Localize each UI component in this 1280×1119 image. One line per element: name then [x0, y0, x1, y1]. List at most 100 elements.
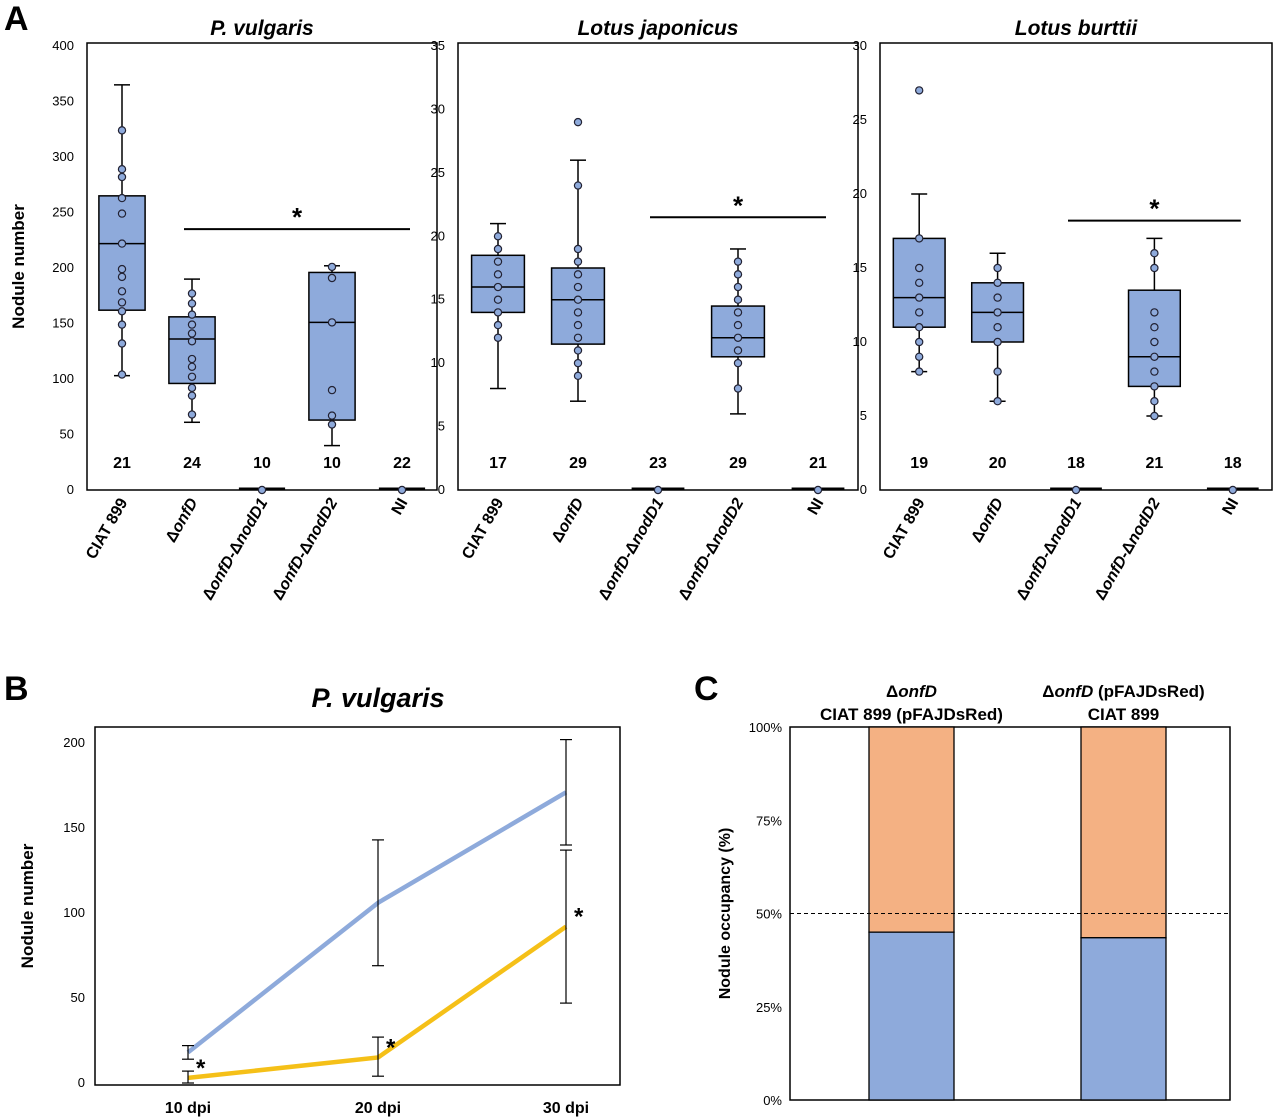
y-tick-label: 5 — [438, 419, 445, 434]
y-tick-label: 30 — [431, 101, 445, 116]
y-tick-label: 50 — [71, 990, 85, 1005]
box-4 — [1127, 237, 1182, 421]
data-point — [187, 329, 197, 338]
data-point — [117, 287, 127, 296]
x-tick-label: NI — [805, 496, 828, 518]
data-point — [573, 371, 583, 381]
panel-label-b: B — [4, 670, 29, 708]
data-point — [493, 320, 503, 330]
x-tick-label: CIAT 899 — [83, 495, 131, 562]
chart-title: Lotus burttii — [1015, 17, 1139, 40]
box-chart-3: Lotus burttii 0 5 10 15 20 25 30 CIAT 899 19 ΔonfD… — [853, 17, 1273, 603]
x-tick-label: CIAT 899 — [880, 495, 928, 562]
data-point — [1150, 397, 1159, 406]
data-point — [187, 310, 197, 319]
box-3 — [1050, 485, 1102, 495]
data-point — [117, 172, 127, 182]
data-point — [187, 362, 197, 371]
y-tick-label: 15 — [853, 260, 867, 275]
bar-segment-orange — [868, 726, 955, 933]
data-point — [187, 391, 197, 400]
data-point — [117, 339, 127, 348]
data-point — [573, 295, 583, 304]
sample-size-label: 18 — [1067, 455, 1085, 472]
data-point — [993, 367, 1002, 376]
sample-size-label: 21 — [809, 455, 827, 472]
box-4 — [308, 262, 356, 447]
y-tick-label: 300 — [52, 149, 74, 164]
data-point — [1228, 485, 1238, 495]
y-tick-label: 30 — [853, 38, 867, 53]
x-tick-label: NI — [1220, 496, 1243, 518]
data-point — [1150, 308, 1159, 317]
data-point — [187, 289, 197, 298]
data-point — [493, 257, 503, 266]
y-tick-label: 5 — [860, 408, 867, 423]
y-tick-label: 25% — [756, 1000, 782, 1015]
data-point — [813, 485, 823, 495]
data-point — [733, 282, 743, 292]
data-point — [993, 308, 1002, 317]
data-point — [993, 263, 1002, 273]
data-point — [993, 323, 1002, 332]
data-point — [573, 346, 583, 355]
data-point — [993, 337, 1002, 347]
data-point — [327, 385, 337, 395]
significance-star: * — [1149, 194, 1160, 224]
x-tick-label: ΔonfD-ΔnodD1 — [595, 495, 667, 603]
x-tick-label: ΔonfD-ΔnodD1 — [1013, 495, 1085, 603]
data-point — [117, 272, 127, 282]
chart-title: P. vulgaris — [311, 683, 444, 713]
bar-segment-blue — [868, 931, 955, 1101]
data-point — [733, 333, 743, 342]
data-point — [257, 485, 267, 495]
box-5 — [791, 485, 845, 495]
sample-size-label: 22 — [393, 455, 411, 472]
data-point — [327, 262, 337, 272]
bar-1: ΔonfD CIAT 899 (pFAJDsRed) — [820, 682, 1003, 1101]
data-point — [915, 352, 924, 361]
y-tick-label: 0 — [860, 482, 867, 497]
data-point — [993, 278, 1002, 287]
significance-star: * — [574, 904, 584, 931]
y-tick-label: 10 — [853, 334, 867, 349]
y-tick-label: 75% — [756, 813, 782, 828]
box-chart-2: Lotus japonicus 0 5 10 15 20 25 30 35 CIAT 899 17 Δ… — [431, 17, 859, 603]
data-point — [327, 411, 337, 420]
data-point — [187, 410, 197, 419]
y-tick-label: 15 — [431, 292, 445, 307]
y-tick-label: 0% — [763, 1093, 782, 1108]
data-point — [733, 384, 743, 393]
y-tick-label: 50 — [60, 427, 74, 442]
data-point — [915, 234, 924, 243]
chart-title: Lotus japonicus — [577, 17, 738, 40]
data-point — [493, 270, 503, 279]
data-point — [327, 273, 337, 283]
y-tick-label: 200 — [63, 735, 85, 750]
x-tick-label: ΔonfD-ΔnodD2 — [269, 495, 341, 603]
y-tick-label: 10 — [431, 355, 445, 370]
data-point — [327, 318, 337, 327]
data-point — [117, 298, 127, 307]
y-tick-label: 100% — [749, 720, 783, 735]
data-point — [1071, 485, 1081, 495]
data-point — [573, 358, 583, 368]
x-tick-label: ΔonfD-ΔnodD2 — [1092, 495, 1164, 603]
data-point — [733, 308, 743, 317]
x-tick-label: 30 dpi — [543, 1100, 589, 1117]
x-tick-label: ΔonfD — [968, 495, 1007, 545]
box-3 — [631, 485, 685, 495]
data-point — [915, 308, 924, 317]
bar-segment-blue — [1080, 937, 1167, 1101]
significance-star: * — [196, 1055, 206, 1082]
box-2 — [970, 252, 1025, 406]
data-point — [573, 282, 583, 292]
bar-2: ΔonfD (pFAJDsRed) CIAT 899 — [1042, 682, 1205, 1101]
box-1 — [470, 222, 526, 390]
box-2 — [168, 278, 216, 424]
data-point — [653, 485, 663, 495]
x-tick-label: 20 dpi — [355, 1100, 401, 1117]
stacked-bar-chart: Nodule occupancy (%) 0% 25% 50% 75% 100% ΔonfD… — [717, 682, 1231, 1108]
y-tick-label: 100 — [52, 371, 74, 386]
data-point — [1150, 367, 1159, 376]
